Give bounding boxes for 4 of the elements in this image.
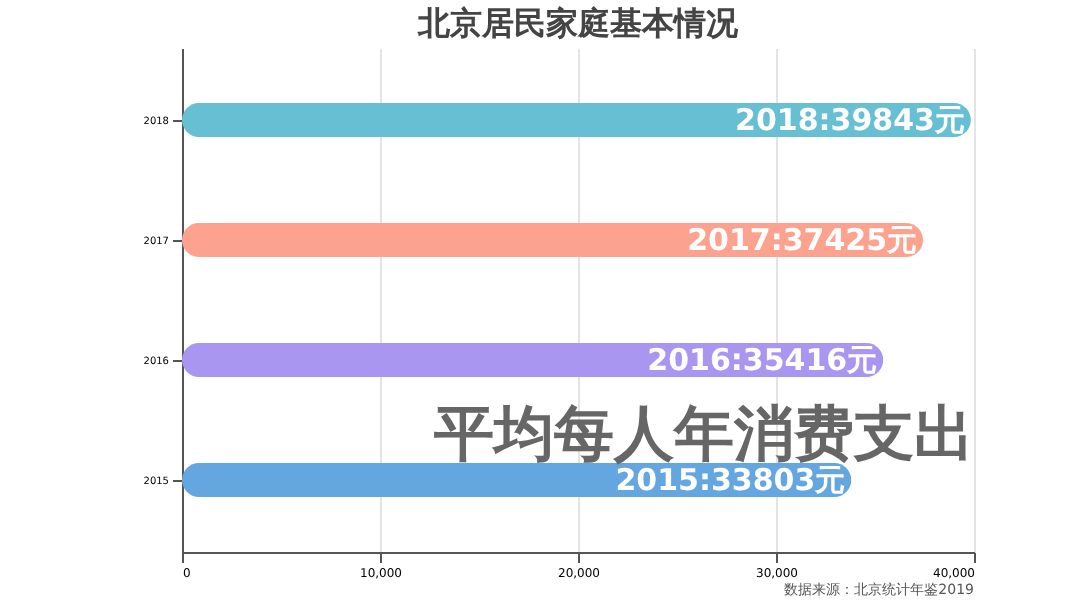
data-label: 2017:37425元 [687, 222, 918, 258]
data-label: 2018:39843元 [735, 102, 965, 138]
data-label: 2016:35416元 [647, 342, 878, 378]
chart-title: 北京居民家庭基本情况 [416, 4, 740, 42]
